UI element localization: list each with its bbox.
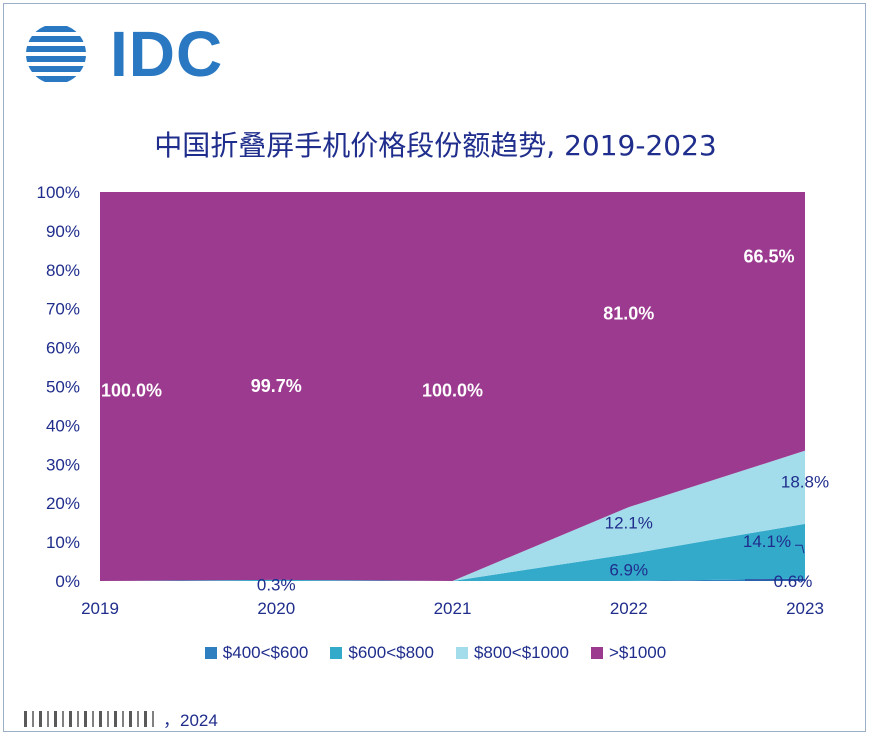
legend-item: $400<$600 <box>204 643 309 663</box>
legend-item: $800<$1000 <box>455 643 569 663</box>
legend-label: $600<$800 <box>348 643 434 662</box>
legend-label: >$1000 <box>608 643 667 662</box>
y-tick-label: 40% <box>46 416 80 435</box>
idc-globe-icon <box>26 26 86 82</box>
area-series-2 <box>100 450 805 581</box>
y-tick-label: 70% <box>46 300 80 319</box>
data-label: 18.8% <box>781 472 829 491</box>
redacted-source-mark <box>24 710 159 727</box>
y-tick-label: 90% <box>46 222 80 241</box>
data-label: 66.5% <box>743 246 794 266</box>
data-label: 0.3% <box>257 575 296 594</box>
legend-label: $800<$1000 <box>473 643 569 662</box>
legend-swatch <box>330 647 343 659</box>
legend-item: $600<$800 <box>330 643 434 663</box>
y-tick-label: 10% <box>46 533 80 552</box>
data-label: 14.1% <box>743 532 791 551</box>
x-tick-label: 2020 <box>257 599 295 618</box>
area-series-1 <box>100 523 805 581</box>
idc-logo: IDC <box>24 20 222 88</box>
leader-line <box>795 544 805 554</box>
data-label: 6.9% <box>609 561 648 580</box>
legend-item: >$1000 <box>590 643 667 663</box>
x-tick-label: 2022 <box>610 599 648 618</box>
source-note: ，2024 <box>24 706 218 731</box>
data-label: 100.0% <box>422 381 483 401</box>
data-label: 99.7% <box>251 376 302 396</box>
y-tick-label: 50% <box>46 378 80 397</box>
chart-title: 中国折叠屏手机价格段份额趋势, 2019-2023 <box>154 129 717 162</box>
data-label: 100.0% <box>101 381 162 401</box>
y-tick-label: 60% <box>46 339 80 358</box>
legend-swatch <box>455 647 468 659</box>
y-tick-label: 20% <box>46 494 80 513</box>
legend-swatch <box>204 647 217 659</box>
x-tick-label: 2019 <box>81 599 119 618</box>
y-tick-label: 0% <box>55 572 80 591</box>
data-label: 0.6% <box>774 572 813 591</box>
x-tick-label: 2023 <box>786 599 824 618</box>
legend-swatch <box>590 647 603 659</box>
logo-text: IDC <box>110 18 224 90</box>
y-tick-label: 30% <box>46 455 80 474</box>
x-tick-label: 2021 <box>434 599 472 618</box>
y-tick-label: 100% <box>37 183 80 202</box>
y-tick-label: 80% <box>46 261 80 280</box>
data-label: 81.0% <box>603 304 654 324</box>
legend-label: $400<$600 <box>222 643 309 662</box>
chart-legend: $400<$600 $600<$800 $800<$1000 >$1000 <box>0 640 871 666</box>
source-year: ，2024 <box>163 711 218 730</box>
area-series-3 <box>100 192 805 581</box>
area-series-0 <box>100 578 805 581</box>
data-label: 12.1% <box>605 514 653 533</box>
